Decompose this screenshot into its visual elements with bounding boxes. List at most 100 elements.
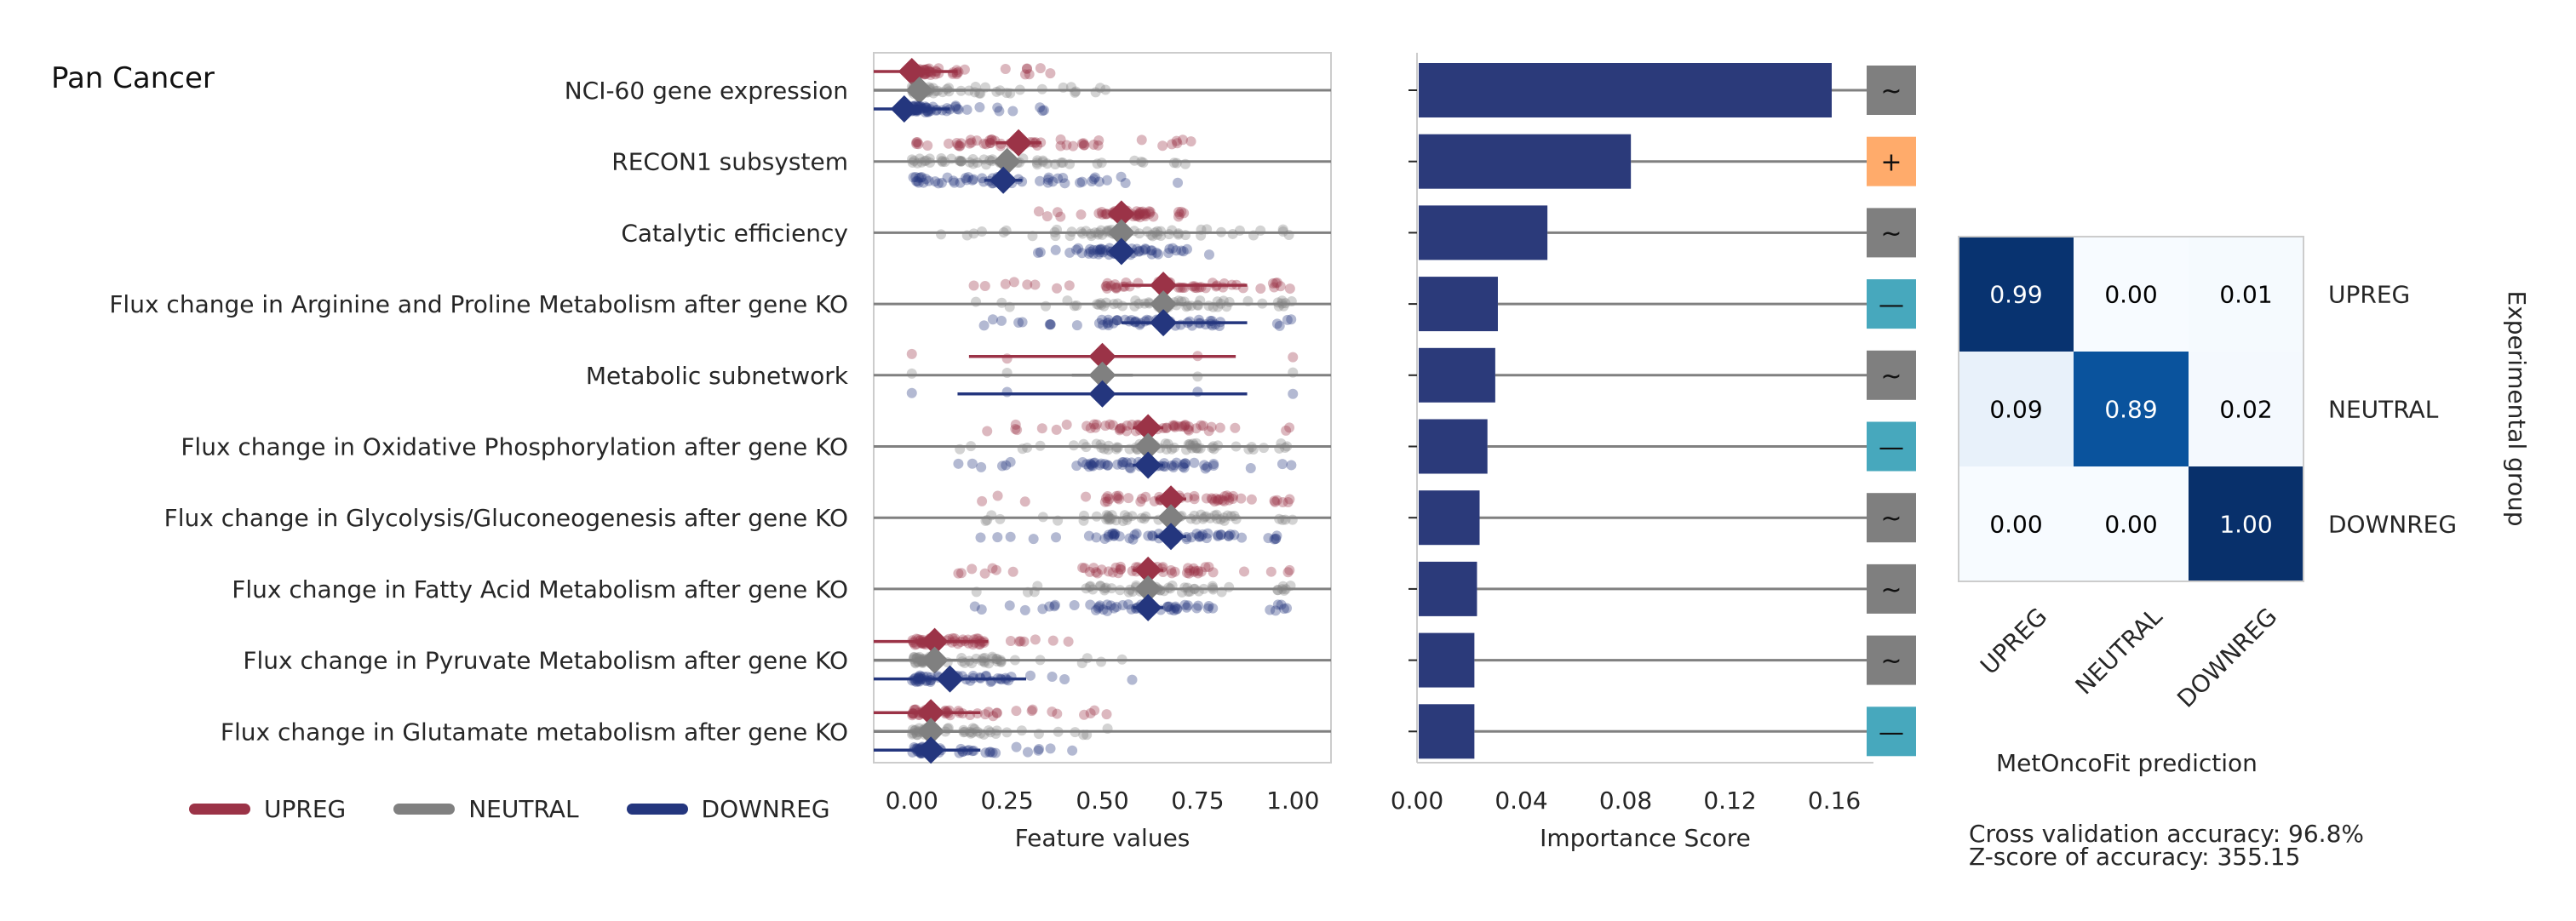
dot-flux-change-in-fatty-acid-metabolism-after-gene-ko-downreg: [1094, 600, 1105, 611]
dot-flux-change-in-glycolysis-gluconeogenesis-after-gene-ko-downreg: [975, 532, 986, 543]
feature-label-flux-change-in-glutamate-metabolism-after-gene-ko: Flux change in Glutamate metabolism afte…: [221, 718, 848, 746]
dot-flux-change-in-oxidative-phosphorylation-after-gene-ko-downreg: [967, 458, 978, 469]
dot-nci-60-gene-expression-downreg: [1038, 105, 1049, 116]
dot-flux-change-in-fatty-acid-metabolism-after-gene-ko-downreg: [1049, 599, 1060, 610]
dot-recon1-subsystem-upreg: [1061, 140, 1072, 151]
dot-metabolic-subnetwork-upreg: [1288, 352, 1299, 363]
dot-recon1-subsystem-neutral: [954, 155, 965, 166]
dot-flux-change-in-fatty-acid-metabolism-after-gene-ko-neutral: [1095, 581, 1106, 592]
dot-recon1-subsystem-downreg: [1058, 172, 1069, 183]
dot-flux-change-in-fatty-acid-metabolism-after-gene-ko-downreg: [1208, 603, 1219, 614]
dot-flux-change-in-glycolysis-gluconeogenesis-after-gene-ko-upreg: [1210, 493, 1221, 504]
dot-catalytic-efficiency-upreg: [1173, 211, 1184, 222]
dot-flux-change-in-glycolysis-gluconeogenesis-after-gene-ko-upreg: [1270, 496, 1281, 507]
dot-flux-change-in-glycolysis-gluconeogenesis-after-gene-ko-neutral: [1205, 512, 1216, 523]
cm-col-label-neutral: NEUTRAL: [2070, 602, 2168, 700]
dot-recon1-subsystem-neutral: [924, 153, 935, 164]
dot-flux-change-in-glycolysis-gluconeogenesis-after-gene-ko-neutral: [1127, 511, 1138, 522]
dot-flux-change-in-fatty-acid-metabolism-after-gene-ko-neutral: [1277, 581, 1288, 592]
dot-catalytic-efficiency-neutral: [1150, 227, 1161, 238]
dot-flux-change-in-glutamate-metabolism-after-gene-ko-upreg: [991, 707, 1002, 718]
sign-box-flux-change-in-glycolysis-gluconeogenesis-after-gene-ko: [1867, 493, 1916, 543]
dot-flux-change-in-glycolysis-gluconeogenesis-after-gene-ko-downreg: [1107, 528, 1118, 539]
dot-flux-change-in-glycolysis-gluconeogenesis-after-gene-ko-neutral: [1103, 512, 1114, 523]
dot-flux-change-in-arginine-and-proline-metabolism-after-gene-ko-downreg: [1274, 320, 1285, 331]
dot-nci-60-gene-expression-upreg: [1021, 63, 1032, 74]
dot-catalytic-efficiency-neutral: [1173, 229, 1184, 240]
dot-flux-change-in-oxidative-phosphorylation-after-gene-ko-neutral: [1112, 442, 1123, 453]
dot-flux-change-in-glycolysis-gluconeogenesis-after-gene-ko-downreg: [1083, 530, 1094, 541]
dot-recon1-subsystem-neutral: [1179, 158, 1190, 169]
mean-marker-flux-change-in-oxidative-phosphorylation-after-gene-ko-neutral: [1134, 432, 1162, 460]
dot-flux-change-in-fatty-acid-metabolism-after-gene-ko-upreg: [1189, 566, 1200, 577]
dot-flux-change-in-oxidative-phosphorylation-after-gene-ko-upreg: [1114, 425, 1125, 436]
dot-flux-change-in-arginine-and-proline-metabolism-after-gene-ko-upreg: [1100, 281, 1111, 292]
dot-flux-change-in-oxidative-phosphorylation-after-gene-ko-neutral: [1282, 441, 1293, 452]
dot-flux-change-in-fatty-acid-metabolism-after-gene-ko-neutral: [1278, 585, 1289, 596]
dot-flux-change-in-glycolysis-gluconeogenesis-after-gene-ko-downreg: [1213, 529, 1224, 541]
dot-catalytic-efficiency-upreg: [1139, 208, 1150, 219]
dot-flux-change-in-glutamate-metabolism-after-gene-ko-downreg: [985, 747, 996, 758]
dot-flux-change-in-fatty-acid-metabolism-after-gene-ko-neutral: [1189, 583, 1200, 594]
dot-flux-change-in-oxidative-phosphorylation-after-gene-ko-downreg: [996, 460, 1007, 472]
dot-flux-change-in-arginine-and-proline-metabolism-after-gene-ko-neutral: [1208, 301, 1219, 312]
dot-recon1-subsystem-neutral: [1037, 157, 1048, 168]
mean-marker-recon1-subsystem-neutral: [993, 147, 1021, 175]
mean-marker-flux-change-in-arginine-and-proline-metabolism-after-gene-ko-upreg: [1150, 272, 1178, 300]
dot-flux-change-in-glycolysis-gluconeogenesis-after-gene-ko-upreg: [1112, 493, 1123, 504]
dot-flux-change-in-oxidative-phosphorylation-after-gene-ko-neutral: [1168, 442, 1179, 453]
dot-flux-change-in-glutamate-metabolism-after-gene-ko-neutral: [1070, 727, 1081, 738]
dot-recon1-subsystem-upreg: [972, 135, 983, 146]
dot-flux-change-in-glycolysis-gluconeogenesis-after-gene-ko-downreg: [1129, 529, 1140, 541]
dot-flux-change-in-arginine-and-proline-metabolism-after-gene-ko-upreg: [1110, 283, 1122, 294]
dot-catalytic-efficiency-downreg: [1092, 244, 1103, 255]
dot-flux-change-in-glycolysis-gluconeogenesis-after-gene-ko-upreg: [1221, 490, 1232, 501]
dot-flux-change-in-glycolysis-gluconeogenesis-after-gene-ko-upreg: [1201, 493, 1212, 504]
dot-flux-change-in-oxidative-phosphorylation-after-gene-ko-downreg: [1089, 457, 1100, 468]
dot-flux-change-in-glycolysis-gluconeogenesis-after-gene-ko-neutral: [1119, 510, 1130, 521]
dot-flux-change-in-fatty-acid-metabolism-after-gene-ko-upreg: [955, 568, 967, 579]
dot-catalytic-efficiency-neutral: [1152, 226, 1163, 237]
dot-flux-change-in-glycolysis-gluconeogenesis-after-gene-ko-neutral: [1106, 513, 1117, 524]
dot-flux-change-in-oxidative-phosphorylation-after-gene-ko-downreg: [1001, 460, 1012, 471]
dot-recon1-subsystem-upreg: [1172, 138, 1183, 149]
dot-recon1-subsystem-downreg: [1173, 177, 1184, 188]
dot-recon1-subsystem-upreg: [1136, 134, 1147, 146]
dot-flux-change-in-oxidative-phosphorylation-after-gene-ko-neutral: [1190, 438, 1202, 449]
dot-flux-change-in-oxidative-phosphorylation-after-gene-ko-downreg: [1158, 460, 1169, 472]
dot-flux-change-in-fatty-acid-metabolism-after-gene-ko-neutral: [971, 586, 982, 598]
dot-flux-change-in-oxidative-phosphorylation-after-gene-ko-neutral: [1091, 438, 1102, 449]
dot-catalytic-efficiency-downreg: [1033, 248, 1044, 259]
dot-flux-change-in-oxidative-phosphorylation-after-gene-ko-upreg: [1284, 422, 1295, 433]
dot-recon1-subsystem-neutral: [964, 157, 975, 168]
dot-flux-change-in-oxidative-phosphorylation-after-gene-ko-downreg: [1208, 459, 1219, 470]
dot-catalytic-efficiency-upreg: [1137, 206, 1148, 217]
dot-flux-change-in-oxidative-phosphorylation-after-gene-ko-neutral: [1181, 444, 1192, 455]
dot-flux-change-in-arginine-and-proline-metabolism-after-gene-ko-upreg: [1275, 281, 1286, 292]
cm-cell-downreg-neutral: [2074, 466, 2189, 581]
dot-flux-change-in-fatty-acid-metabolism-after-gene-ko-downreg: [1278, 604, 1289, 615]
dot-catalytic-efficiency-downreg: [1140, 244, 1151, 255]
dot-flux-change-in-glycolysis-gluconeogenesis-after-gene-ko-downreg: [1271, 533, 1282, 544]
dot-recon1-subsystem-neutral: [1092, 158, 1103, 169]
dot-flux-change-in-fatty-acid-metabolism-after-gene-ko-upreg: [1183, 563, 1194, 574]
dot-flux-change-in-fatty-acid-metabolism-after-gene-ko-neutral: [1198, 583, 1209, 594]
dot-flux-change-in-fatty-acid-metabolism-after-gene-ko-downreg: [1272, 599, 1283, 610]
dot-flux-change-in-fatty-acid-metabolism-after-gene-ko-neutral: [1125, 584, 1136, 595]
dot-flux-change-in-fatty-acid-metabolism-after-gene-ko-upreg: [1192, 568, 1203, 579]
dot-flux-change-in-glycolysis-gluconeogenesis-after-gene-ko-upreg: [1189, 494, 1200, 505]
dot-recon1-subsystem-downreg: [910, 172, 921, 183]
dot-flux-change-in-glycolysis-gluconeogenesis-after-gene-ko-neutral: [1136, 512, 1147, 523]
dot-flux-change-in-oxidative-phosphorylation-after-gene-ko-upreg: [1116, 422, 1127, 433]
dot-catalytic-efficiency-upreg: [1134, 206, 1145, 217]
feature-label-flux-change-in-fatty-acid-metabolism-after-gene-ko: Flux change in Fatty Acid Metabolism aft…: [232, 575, 848, 604]
dot-catalytic-efficiency-downreg: [1094, 244, 1105, 255]
dot-flux-change-in-glycolysis-gluconeogenesis-after-gene-ko-upreg: [1236, 493, 1247, 504]
dot-flux-change-in-glycolysis-gluconeogenesis-after-gene-ko-upreg: [1213, 495, 1224, 506]
dot-flux-change-in-glutamate-metabolism-after-gene-ko-upreg: [988, 711, 999, 722]
dot-catalytic-efficiency-downreg: [1084, 243, 1095, 255]
dot-flux-change-in-arginine-and-proline-metabolism-after-gene-ko-neutral: [1093, 300, 1104, 311]
dot-flux-change-in-oxidative-phosphorylation-after-gene-ko-neutral: [1017, 443, 1028, 455]
dot-catalytic-efficiency-downreg: [1146, 245, 1157, 256]
dot-flux-change-in-oxidative-phosphorylation-after-gene-ko-downreg: [1245, 463, 1256, 474]
